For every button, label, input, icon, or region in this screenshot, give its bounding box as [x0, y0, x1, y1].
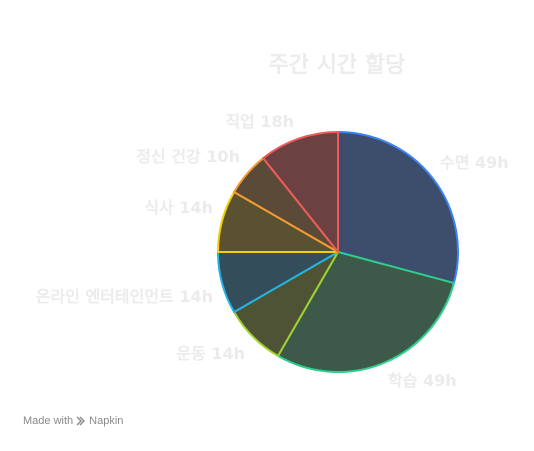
pie-slice-label-2: 운동 14h [176, 344, 245, 363]
pie-labels: 수면 49h 학습 49h 운동 14h 온라인 엔터테인먼트 14h 식사 14h 정신… [36, 112, 509, 390]
pie-slice-label-6: 직업 18h [225, 112, 294, 131]
pie-slice-0 [337, 131, 459, 285]
pie-slice-1 [277, 251, 455, 373]
napkin-brand-text: Napkin [89, 415, 124, 427]
pie-slices [217, 131, 459, 373]
made-with-text: Made with [23, 415, 74, 427]
pie-slice-label-3: 온라인 엔터테인먼트 14h [36, 287, 213, 306]
chart-title: 주간 시간 할당 [269, 53, 406, 78]
made-with-napkin-footer: Made with Napkin [23, 415, 123, 427]
pie-slice-6 [262, 131, 339, 253]
pie-slice-label-1: 학습 49h [388, 371, 457, 390]
pie-slice-label-0: 수면 49h [440, 153, 509, 172]
napkin-logo-icon [76, 416, 86, 426]
pie-slice-label-5: 정신 건강 10h [136, 147, 240, 166]
pie-slice-label-4: 식사 14h [144, 198, 213, 217]
